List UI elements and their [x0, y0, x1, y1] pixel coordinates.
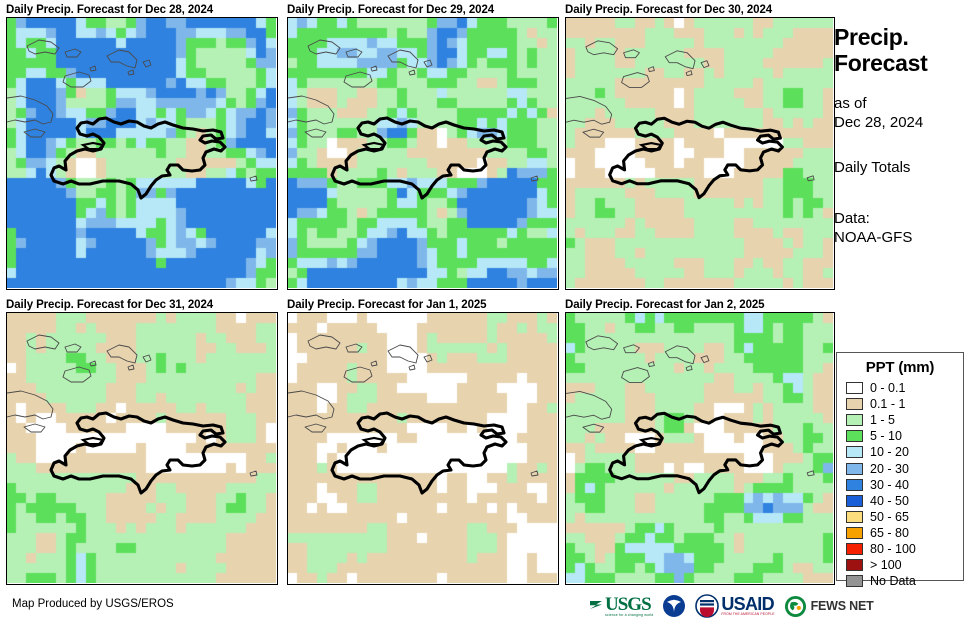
- asof-date: Dec 28, 2024: [834, 114, 924, 131]
- panel-title: Daily Precip. Forecast for Jan 2, 2025: [565, 299, 765, 311]
- legend-swatch: [846, 542, 863, 555]
- precip-raster: [566, 313, 833, 583]
- usaid-seal-icon: [695, 594, 720, 618]
- legend-item: 0 - 0.1: [837, 380, 963, 396]
- usgs-tagline: science for a changing world: [605, 612, 654, 617]
- forecast-panel: Daily Precip. Forecast for Jan 2, 2025: [559, 299, 835, 585]
- precip-raster: [7, 18, 276, 288]
- totals-label: Daily Totals: [834, 159, 911, 176]
- legend-swatch: [846, 494, 863, 507]
- legend-label: 20 - 30: [870, 461, 909, 476]
- forecast-panel: Daily Precip. Forecast for Dec 30, 2024: [559, 4, 835, 290]
- legend-label: 30 - 40: [870, 477, 909, 492]
- legend-label: 10 - 20: [870, 445, 909, 460]
- legend-label: 80 - 100: [870, 541, 916, 556]
- map-frame[interactable]: [565, 312, 835, 585]
- legend-swatch: [846, 575, 863, 588]
- legend-item: 1 - 5: [837, 412, 963, 428]
- info-title-line2: Forecast: [834, 50, 928, 76]
- map-frame[interactable]: [6, 17, 278, 290]
- asof-block: as of Dec 28, 2024: [834, 94, 970, 132]
- info-title-line1: Precip.: [834, 24, 909, 50]
- asof-label: as of: [834, 95, 867, 112]
- legend-swatch: [846, 414, 863, 427]
- panel-title: Daily Precip. Forecast for Dec 29, 2024: [287, 4, 495, 16]
- noaa-seal-icon: [663, 595, 686, 617]
- legend-item: 40 - 50: [837, 493, 963, 509]
- precip-raster: [566, 18, 833, 288]
- usaid-tagline: FROM THE AMERICAN PEOPLE: [721, 612, 775, 616]
- usgs-logo[interactable]: USGS science for a changing world: [589, 593, 653, 619]
- legend-swatch: [846, 510, 863, 523]
- panel-title: Daily Precip. Forecast for Dec 31, 2024: [6, 299, 214, 311]
- legend-label: No Data: [870, 574, 916, 589]
- panel-title: Daily Precip. Forecast for Jan 1, 2025: [287, 299, 487, 311]
- legend-item: No Data: [837, 573, 963, 589]
- data-source-block: Data: NOAA-GFS: [834, 209, 970, 247]
- precip-raster: [7, 313, 276, 583]
- panel-title: Daily Precip. Forecast for Dec 28, 2024: [6, 4, 214, 16]
- legend-label: > 100: [870, 558, 902, 573]
- noaa-logo[interactable]: [662, 593, 686, 619]
- legend-swatch: [846, 382, 863, 395]
- forecast-panel: Daily Precip. Forecast for Dec 31, 2024: [0, 299, 278, 585]
- data-source: NOAA-GFS: [834, 229, 913, 246]
- legend-label: 40 - 50: [870, 493, 909, 508]
- logo-strip: USGS science for a changing world USAID …: [589, 592, 874, 620]
- legend-label: 1 - 5: [870, 413, 896, 428]
- usaid-wordmark: USAID: [721, 594, 774, 614]
- legend-label: 0 - 0.1: [870, 381, 906, 396]
- legend-item: 30 - 40: [837, 477, 963, 493]
- legend-swatch: [846, 430, 863, 443]
- map-credit: Map Produced by USGS/EROS: [12, 598, 174, 610]
- map-frame[interactable]: [287, 17, 559, 290]
- precip-raster: [288, 313, 557, 583]
- usgs-wordmark: USGS: [605, 593, 652, 615]
- legend-label: 0.1 - 1: [870, 397, 906, 412]
- legend-swatch: [846, 446, 863, 459]
- data-label: Data:: [834, 210, 870, 227]
- map-frame[interactable]: [565, 17, 835, 290]
- legend-item: 10 - 20: [837, 444, 963, 460]
- legend-swatch: [846, 526, 863, 539]
- legend-swatch: [846, 559, 863, 572]
- legend-item: 20 - 30: [837, 460, 963, 476]
- legend-item: 5 - 10: [837, 428, 963, 444]
- usaid-logo[interactable]: USAID FROM THE AMERICAN PEOPLE: [695, 593, 775, 619]
- info-title: Precip. Forecast: [834, 24, 970, 76]
- legend-swatch: [846, 398, 863, 411]
- info-panel: Precip. Forecast as of Dec 28, 2024 Dail…: [834, 24, 970, 292]
- legend-item: > 100: [837, 557, 963, 573]
- legend-title: PPT (mm): [865, 359, 935, 376]
- legend-item: 80 - 100: [837, 541, 963, 557]
- legend-item: 65 - 80: [837, 525, 963, 541]
- forecast-panel: Daily Precip. Forecast for Jan 1, 2025: [281, 299, 559, 585]
- forecast-panel: Daily Precip. Forecast for Dec 28, 2024: [0, 4, 278, 290]
- legend-item: 0.1 - 1: [837, 396, 963, 412]
- legend-label: 65 - 80: [870, 525, 909, 540]
- map-frame[interactable]: [287, 312, 559, 585]
- precip-raster: [288, 18, 557, 288]
- usgs-wave-icon: [590, 601, 602, 609]
- fews-logo[interactable]: FEWS NET: [784, 593, 874, 619]
- legend-swatch: [846, 462, 863, 475]
- legend-swatch: [846, 478, 863, 491]
- legend-item: 50 - 65: [837, 509, 963, 525]
- forecast-panel: Daily Precip. Forecast for Dec 29, 2024: [281, 4, 559, 290]
- legend-label: 50 - 65: [870, 509, 909, 524]
- legend-label: 5 - 10: [870, 429, 902, 444]
- fews-wordmark: FEWS NET: [810, 599, 874, 613]
- map-frame[interactable]: [6, 312, 278, 585]
- panel-title: Daily Precip. Forecast for Dec 30, 2024: [565, 4, 773, 16]
- fews-globe-icon: [784, 595, 806, 617]
